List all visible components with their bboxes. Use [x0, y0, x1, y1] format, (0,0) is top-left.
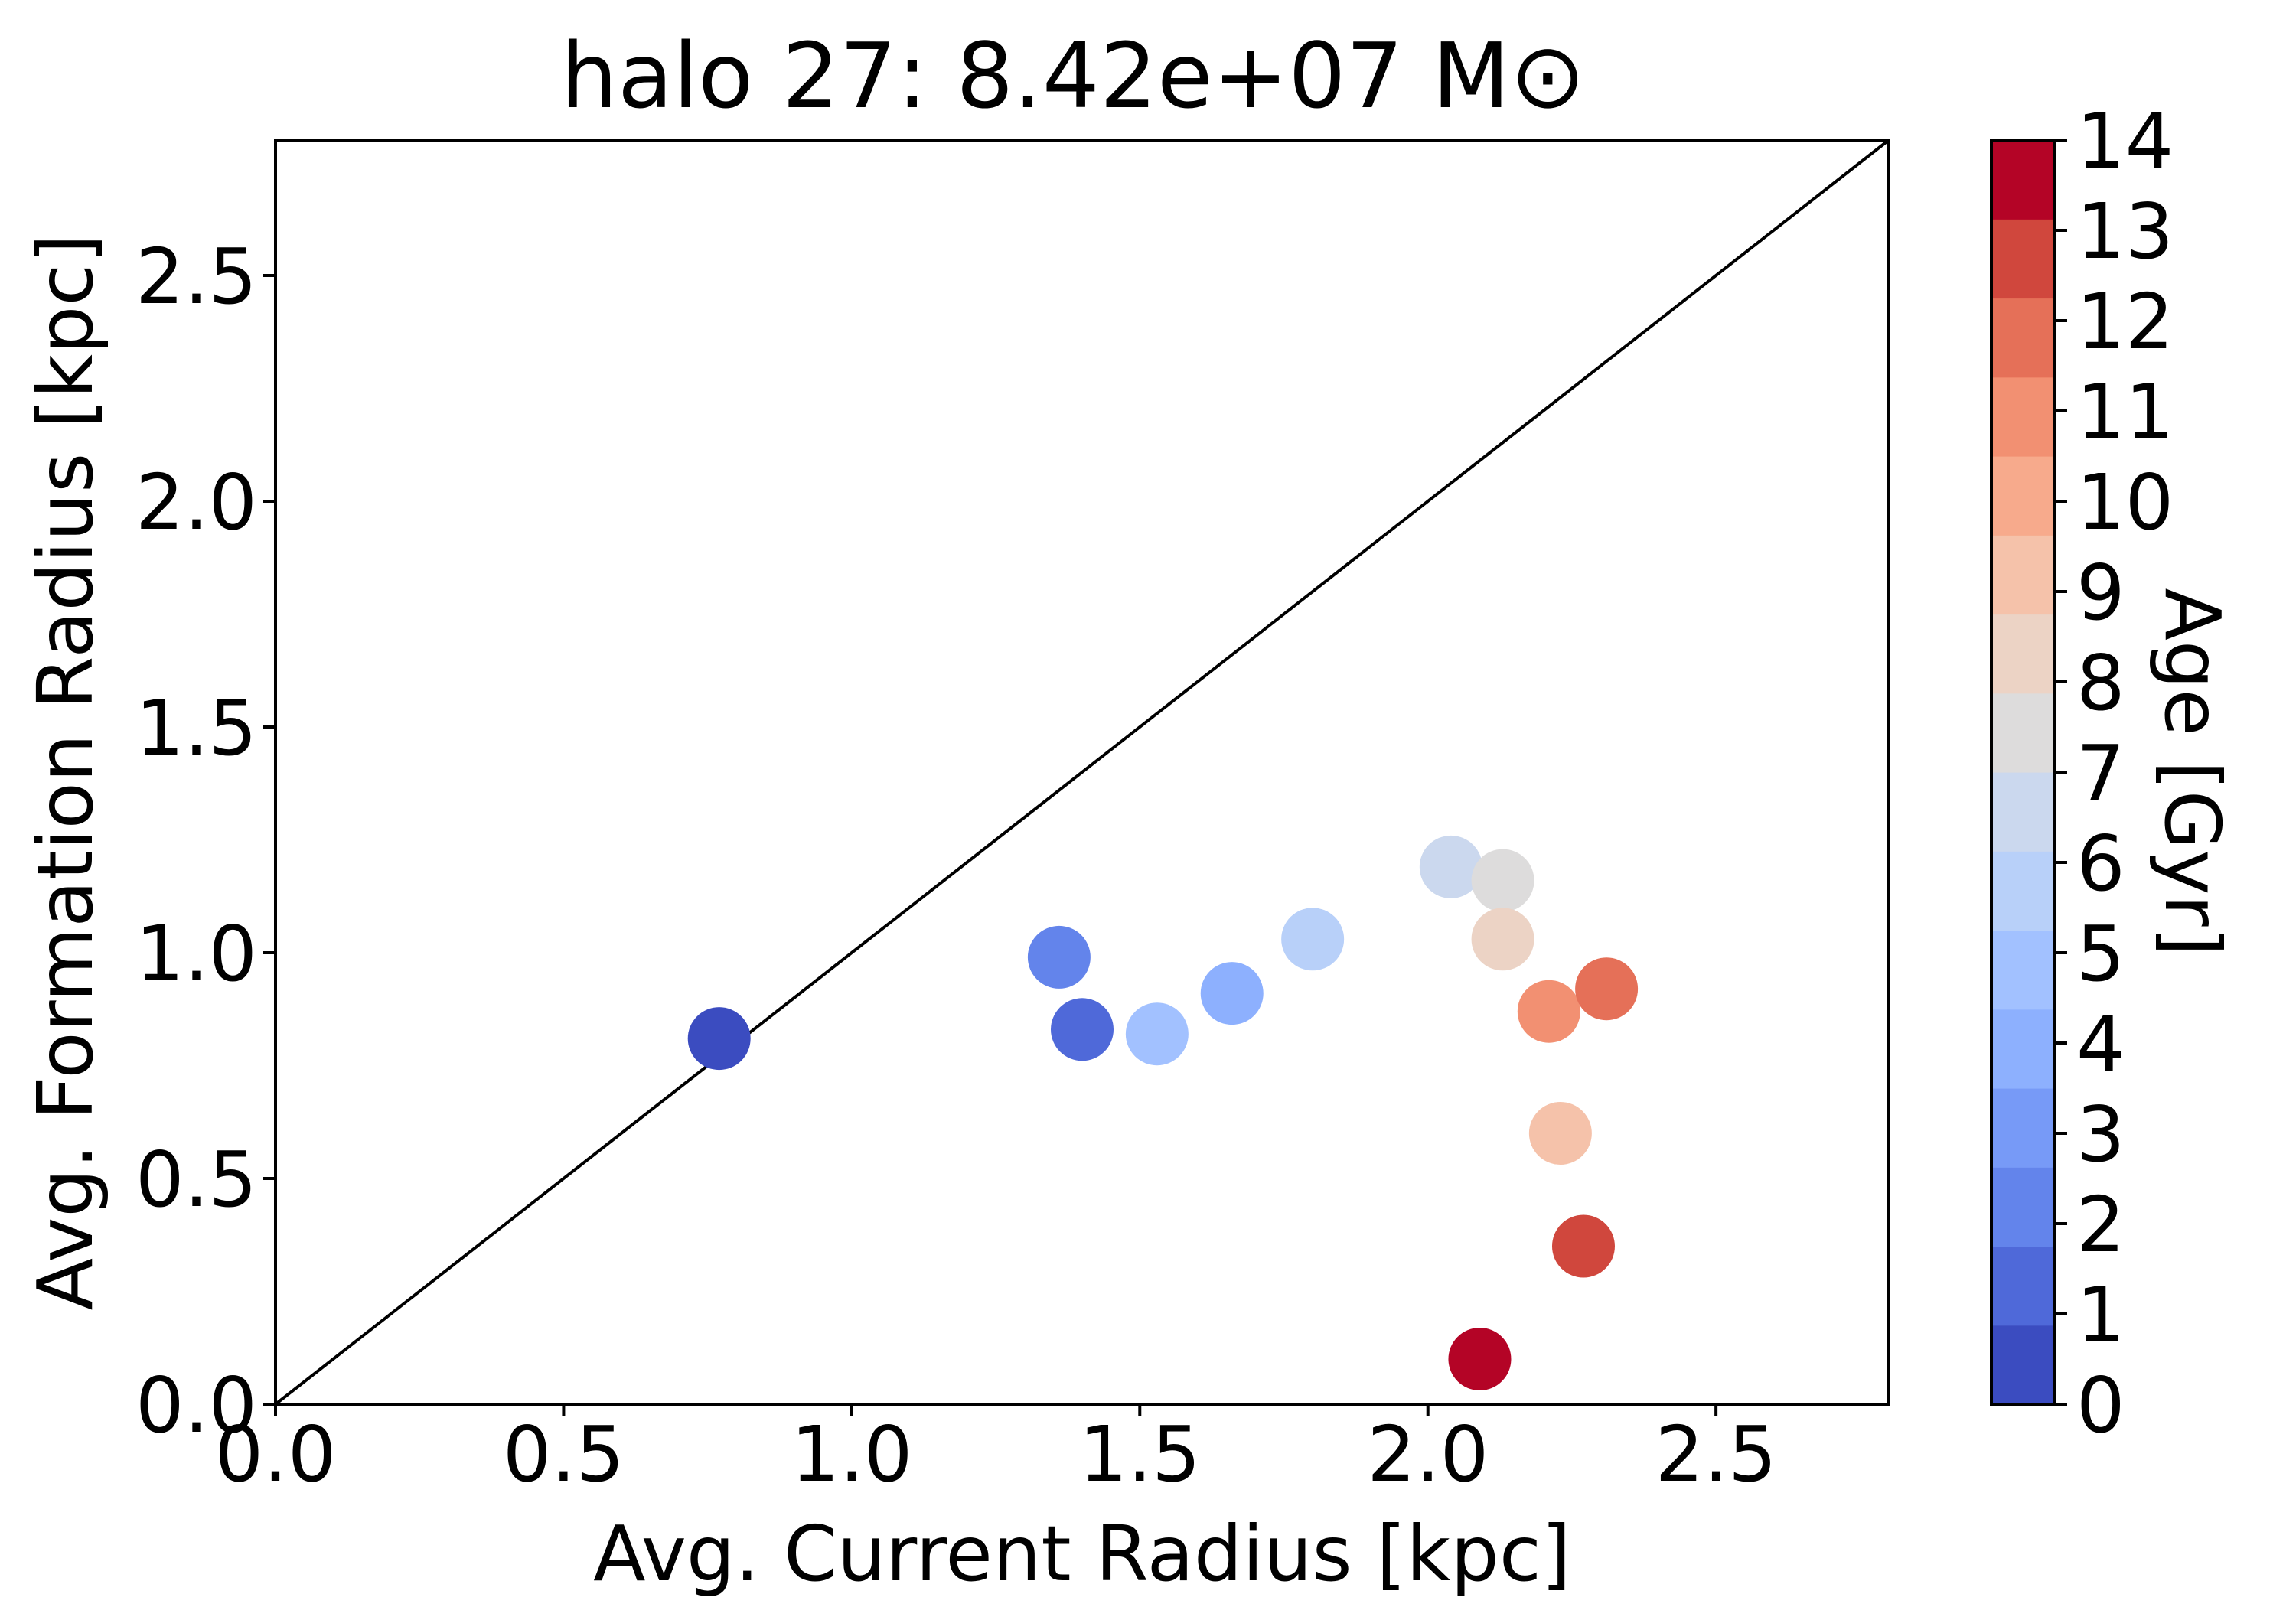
- colorbar-tick-label: 12: [2076, 277, 2174, 367]
- plot-frame: [274, 139, 1890, 1406]
- colorbar-tick-label: 14: [2076, 96, 2174, 186]
- data-point: [1575, 957, 1639, 1021]
- data-point: [1051, 998, 1114, 1061]
- data-point: [1200, 962, 1264, 1025]
- colorbar-tick-label: 7: [2076, 729, 2125, 818]
- data-point: [1125, 1002, 1189, 1066]
- colorbar-tick-label: 8: [2076, 638, 2125, 728]
- y-tick-label: 2.5: [135, 232, 257, 321]
- colorbar-tick-label: 2: [2076, 1180, 2125, 1270]
- data-point: [1471, 908, 1534, 971]
- colorbar-segment: [1991, 376, 2055, 457]
- x-tick-label: 0.0: [214, 1410, 336, 1499]
- colorbar-segment: [1991, 298, 2055, 378]
- plot-area: [274, 139, 1890, 1406]
- y-axis-label: Avg. Formation Radius [kpc]: [21, 234, 110, 1311]
- x-tick-label: 2.5: [1655, 1410, 1777, 1499]
- points-layer: [687, 835, 1639, 1390]
- colorbar-tick-label: 11: [2076, 367, 2174, 457]
- reference-line-layer: [274, 139, 1890, 1406]
- chart-title: halo 27: 8.42e+07 M⊙: [560, 23, 1586, 129]
- colorbar-tick-label: 10: [2076, 458, 2174, 547]
- y-tick-label: 2.0: [135, 458, 257, 547]
- data-point: [1517, 980, 1580, 1043]
- colorbar-segment: [1991, 456, 2055, 536]
- colorbar-tick-label: 6: [2076, 819, 2125, 908]
- colorbar-segment: [1991, 140, 2055, 220]
- data-point: [1528, 1102, 1592, 1165]
- colorbar-tick-label: 9: [2076, 548, 2125, 637]
- colorbar-tick-label: 5: [2076, 909, 2125, 999]
- colorbar-segment: [1991, 930, 2055, 1010]
- colorbar-tick-label: 4: [2076, 999, 2125, 1089]
- colorbar-tick-label: 1: [2076, 1270, 2125, 1360]
- colorbar-segment: [1991, 693, 2055, 773]
- y-tick-label: 0.5: [135, 1135, 257, 1224]
- data-point: [1551, 1214, 1615, 1278]
- colorbar-label: Age [Gyr]: [2148, 588, 2237, 956]
- colorbar-segment: [1991, 1009, 2055, 1089]
- colorbar-tick-label: 13: [2076, 187, 2174, 276]
- colorbar-segment: [1991, 772, 2055, 852]
- x-axis-label: Avg. Current Radius [kpc]: [593, 1509, 1571, 1599]
- y-tick-label: 1.0: [135, 909, 257, 999]
- data-point: [1419, 835, 1482, 898]
- colorbar-segment: [1991, 851, 2055, 931]
- y-tick-label: 0.0: [135, 1361, 257, 1450]
- colorbar-segment: [1991, 614, 2055, 694]
- colorbar-segment: [1991, 1246, 2055, 1326]
- colorbar-segment: [1991, 535, 2055, 615]
- x-axis-ticks: 0.0 0.5 1.0 1.5 2.0 2.5: [214, 1404, 1777, 1499]
- colorbar-segment: [1991, 1167, 2055, 1247]
- x-tick-label: 0.5: [503, 1410, 625, 1499]
- data-point: [1448, 1328, 1512, 1390]
- y-axis-ticks: 0.0 0.5 1.0 1.5 2.0 2.5: [135, 232, 276, 1450]
- colorbar: [1990, 139, 2056, 1406]
- colorbar-segment: [1991, 1325, 2055, 1405]
- data-point: [687, 1007, 751, 1071]
- colorbar-tick-label: 0: [2076, 1361, 2125, 1450]
- data-point: [1027, 925, 1091, 989]
- data-point: [1281, 908, 1345, 971]
- colorbar-segment: [1991, 1088, 2055, 1168]
- colorbar-tick-label: 3: [2076, 1090, 2125, 1179]
- reference-line: [274, 139, 1890, 1406]
- x-tick-label: 1.0: [791, 1410, 912, 1499]
- y-tick-label: 1.5: [135, 683, 257, 773]
- x-tick-label: 2.0: [1367, 1410, 1489, 1499]
- x-tick-label: 1.5: [1079, 1410, 1201, 1499]
- colorbar-segment: [1991, 219, 2055, 299]
- data-point: [1471, 849, 1534, 912]
